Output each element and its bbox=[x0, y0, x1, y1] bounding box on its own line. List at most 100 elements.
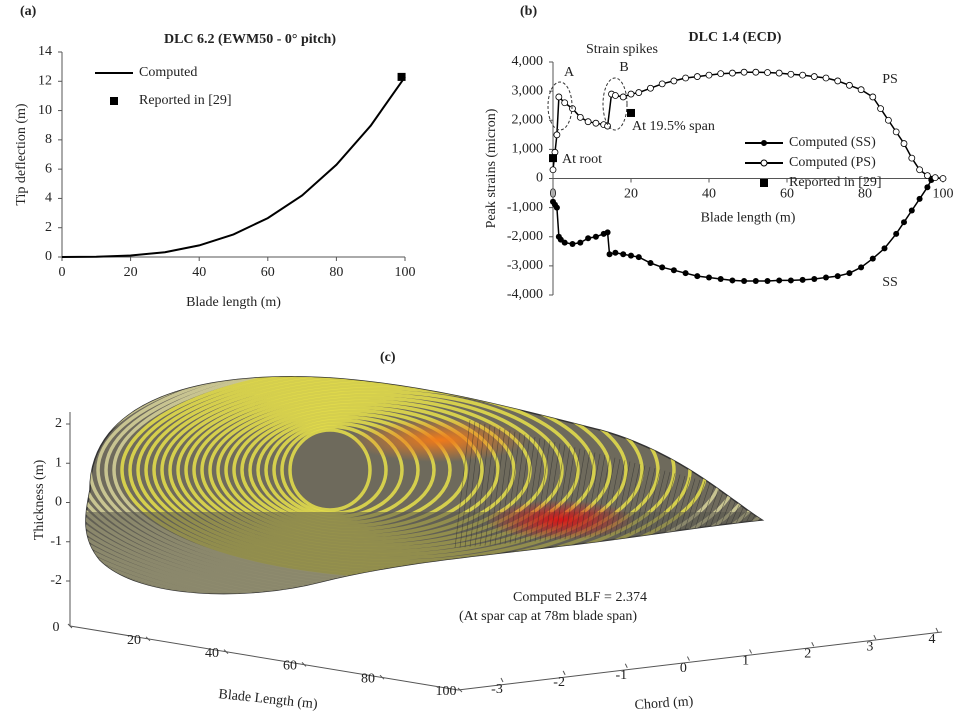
y-tick-label: 0 bbox=[45, 249, 52, 264]
y-tick-label: 1,000 bbox=[512, 142, 544, 157]
data-point bbox=[765, 278, 771, 284]
data-point bbox=[562, 240, 568, 246]
data-point bbox=[878, 106, 884, 112]
data-point bbox=[823, 75, 829, 81]
x-tick-label: 60 bbox=[261, 265, 275, 280]
data-point bbox=[917, 167, 923, 173]
y-axis-label: Peak strains (micron) bbox=[484, 108, 499, 228]
panel-label: (b) bbox=[520, 4, 537, 19]
y-tick-label: 3,000 bbox=[512, 83, 544, 98]
annotation: Strain spikes bbox=[586, 42, 658, 57]
x-tick-label: 20 bbox=[124, 265, 138, 280]
annotation: PS bbox=[882, 72, 898, 87]
data-point bbox=[562, 100, 568, 106]
data-point bbox=[729, 277, 735, 283]
data-point bbox=[570, 241, 576, 247]
x-tick-label: 100 bbox=[933, 187, 954, 202]
z-tick-label: 0 bbox=[680, 661, 687, 676]
data-point bbox=[607, 251, 613, 257]
data-point bbox=[550, 167, 556, 173]
blade-surface bbox=[0, 312, 962, 629]
data-point bbox=[636, 254, 642, 260]
legend-marker bbox=[761, 140, 767, 146]
data-point bbox=[636, 90, 642, 96]
legend-label: Computed (SS) bbox=[789, 135, 876, 150]
data-point bbox=[605, 229, 611, 235]
annotation: B bbox=[619, 60, 628, 75]
panel-label: (a) bbox=[20, 4, 37, 19]
data-point bbox=[882, 245, 888, 251]
data-point bbox=[800, 72, 806, 78]
data-point bbox=[741, 69, 747, 75]
x-axis-label: Blade length (m) bbox=[701, 211, 796, 226]
data-point bbox=[659, 264, 665, 270]
data-point bbox=[554, 132, 560, 138]
data-point bbox=[835, 273, 841, 279]
data-point bbox=[628, 253, 634, 259]
z-tick-label: 2 bbox=[804, 647, 811, 662]
data-point bbox=[648, 260, 654, 266]
data-point bbox=[659, 81, 665, 87]
data-point bbox=[909, 155, 915, 161]
data-point bbox=[893, 129, 899, 135]
z-tick bbox=[750, 649, 752, 653]
data-point bbox=[398, 73, 406, 81]
data-point bbox=[593, 234, 599, 240]
y-tick-label: 2 bbox=[55, 416, 62, 431]
data-point bbox=[627, 109, 635, 117]
x-tick-label: 100 bbox=[395, 265, 416, 280]
z-tick bbox=[812, 642, 814, 646]
y-tick-label: 6 bbox=[45, 161, 52, 176]
y-tick-label: -3,000 bbox=[507, 258, 543, 273]
annotation: (At spar cap at 78m blade span) bbox=[459, 609, 637, 624]
data-point bbox=[593, 120, 599, 126]
y-tick-label: 14 bbox=[38, 44, 52, 59]
data-point bbox=[917, 196, 923, 202]
data-point bbox=[940, 176, 946, 182]
x-tick-label: 100 bbox=[436, 684, 457, 699]
data-point bbox=[870, 256, 876, 262]
z-tick-label: 1 bbox=[742, 654, 749, 669]
x-tick-label: 0 bbox=[53, 620, 60, 635]
x-tick-label: 80 bbox=[329, 265, 343, 280]
data-point bbox=[671, 78, 677, 84]
data-point bbox=[846, 270, 852, 276]
x-axis-label: Blade length (m) bbox=[186, 295, 281, 310]
legend-label: Reported in [29] bbox=[789, 175, 882, 190]
x-tick-label: 40 bbox=[192, 265, 206, 280]
data-point bbox=[570, 106, 576, 112]
x-tick-label: 20 bbox=[127, 633, 141, 648]
y-tick-label: -1 bbox=[50, 534, 62, 549]
data-point bbox=[765, 69, 771, 75]
data-point bbox=[901, 219, 907, 225]
annotation: Computed BLF = 2.374 bbox=[513, 590, 647, 605]
data-point bbox=[885, 117, 891, 123]
z-tick-label: -1 bbox=[615, 668, 627, 683]
panel-label: (c) bbox=[380, 350, 396, 365]
z-tick bbox=[936, 628, 938, 632]
warm-spot bbox=[350, 418, 530, 462]
z-tick-label: -2 bbox=[553, 675, 565, 690]
y-tick-label: 10 bbox=[38, 103, 52, 118]
data-point bbox=[741, 278, 747, 284]
data-point bbox=[683, 270, 689, 276]
y-tick-label: -2 bbox=[50, 573, 62, 588]
data-point bbox=[554, 205, 560, 211]
data-point bbox=[585, 235, 591, 241]
data-point bbox=[706, 275, 712, 281]
x-tick-label: 20 bbox=[624, 187, 638, 202]
hot-spot bbox=[485, 500, 635, 540]
data-point bbox=[800, 277, 806, 283]
data-point bbox=[683, 75, 689, 81]
x-tick-label: 0 bbox=[59, 265, 66, 280]
y-tick-label: 1 bbox=[55, 455, 62, 470]
y-axis-label: Thickness (m) bbox=[32, 459, 47, 540]
chart-title: DLC 1.4 (ECD) bbox=[689, 30, 782, 45]
blade-stripes bbox=[0, 312, 962, 629]
z-tick bbox=[874, 635, 876, 639]
legend-marker bbox=[760, 179, 768, 187]
data-point bbox=[893, 231, 899, 237]
y-tick-label: 4 bbox=[45, 191, 52, 206]
annotation: A bbox=[564, 65, 575, 80]
z-tick-label: -3 bbox=[491, 682, 503, 697]
